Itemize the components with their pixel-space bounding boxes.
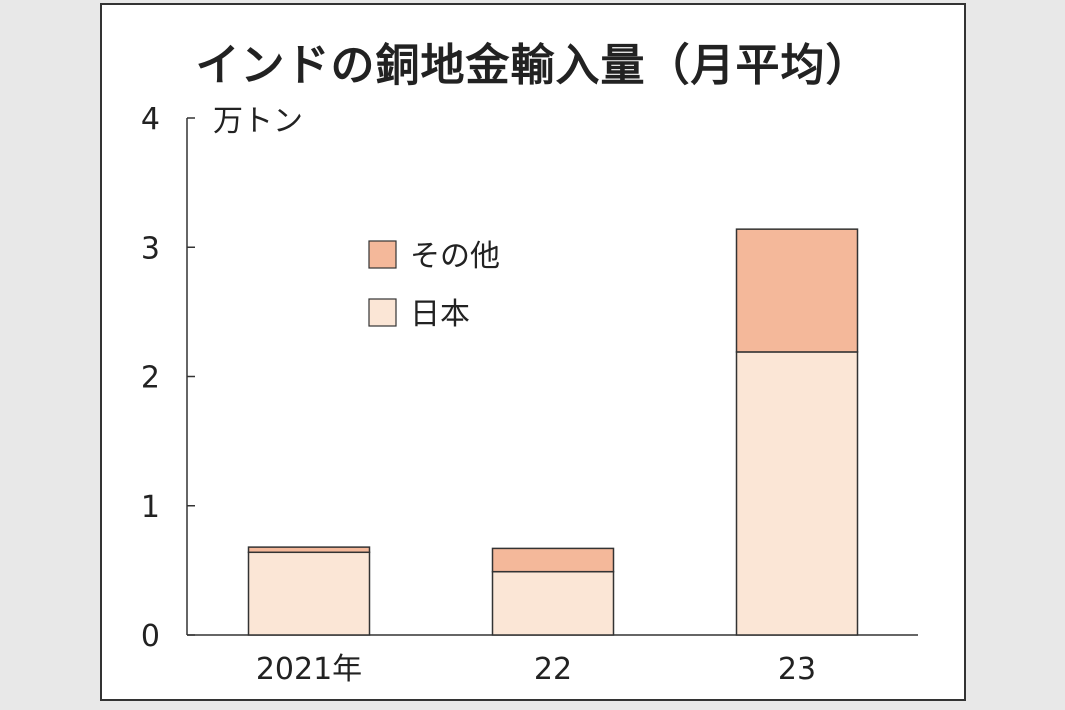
bar-segment — [491, 570, 615, 636]
chart-title: インドの銅地金輸入量（月平均） — [195, 40, 871, 91]
x-tick-label: 22 — [534, 652, 572, 687]
y-unit-label: 万トン — [213, 104, 303, 139]
legend-swatch — [368, 298, 397, 327]
legend-swatch — [368, 240, 397, 269]
x-tick-label: 2021年 — [256, 652, 362, 687]
bar-segment — [735, 228, 859, 353]
legend-label: その他 — [410, 239, 500, 274]
legend-label: 日本 — [410, 297, 470, 332]
y-tick-label: 2 — [141, 361, 160, 396]
y-tick-label: 0 — [141, 619, 160, 654]
x-tick-label: 23 — [778, 652, 816, 687]
bar-segment — [735, 351, 859, 636]
bar-segment — [247, 546, 371, 554]
bars — [247, 228, 859, 636]
y-tick-label: 1 — [141, 490, 160, 525]
y-tick-label: 3 — [141, 231, 160, 266]
y-tick-label: 4 — [141, 102, 160, 137]
bar-segment — [247, 551, 371, 636]
bar-segment — [491, 547, 615, 573]
